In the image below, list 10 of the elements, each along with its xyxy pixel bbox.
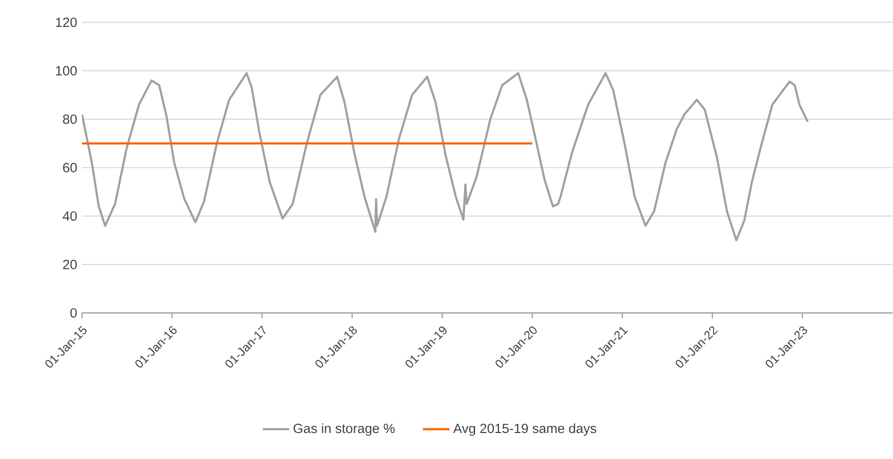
y-tick-label: 20 (63, 260, 77, 270)
legend-label: Avg 2015-19 same days (453, 423, 596, 436)
line-series (82, 72, 809, 242)
y-tick-label: 40 (62, 211, 77, 221)
y-tick-label: 100 (56, 66, 77, 76)
y-tick-label: 0 (70, 308, 77, 318)
y-tick-label: 80 (63, 114, 77, 124)
y-tick-label: 120 (56, 18, 77, 28)
legend-label: Gas in storage % (294, 423, 395, 436)
y-tick-label: 60 (63, 162, 77, 172)
